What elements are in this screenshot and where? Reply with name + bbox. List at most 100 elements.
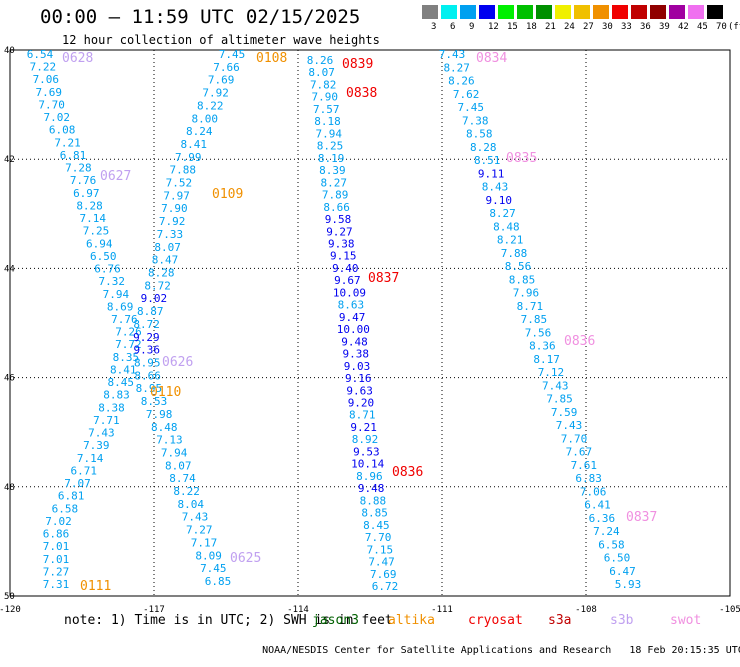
satellite-legend-altika: altika	[388, 613, 435, 628]
wave-height-value: 8.69	[107, 300, 134, 313]
wave-height-value: 7.70	[365, 531, 392, 544]
wave-height-value: 8.00	[191, 112, 218, 125]
scale-label-24: 24	[564, 22, 575, 32]
scale-swatch-70	[707, 5, 723, 19]
scale-swatch-18	[517, 5, 533, 19]
pass-time-label: 0108	[256, 51, 287, 66]
wave-height-value: 7.76	[111, 313, 138, 326]
wave-height-value: 6.50	[604, 552, 631, 565]
wave-height-value: 8.22	[197, 99, 224, 112]
lat-tick-label: 50	[4, 592, 15, 602]
lat-tick-label: 44	[4, 264, 15, 274]
wave-height-value: 8.17	[533, 353, 560, 366]
wave-height-value: 7.97	[163, 189, 190, 202]
wave-height-value: 7.12	[538, 366, 565, 379]
scale-swatch-12	[479, 5, 495, 19]
wave-height-value: 6.54	[27, 48, 54, 61]
wave-height-value: 7.72	[115, 338, 142, 351]
scale-swatch-30	[593, 5, 609, 19]
scale-label-15: 15	[507, 22, 518, 32]
wave-height-value: 8.27	[489, 207, 516, 220]
pass-time-label: 0626	[162, 355, 193, 370]
wave-height-value: 7.66	[213, 61, 240, 74]
wave-height-value: 9.10	[486, 194, 513, 207]
scale-label-30: 30	[602, 22, 613, 32]
wave-height-value: 6.85	[205, 575, 232, 588]
wave-height-value: 8.56	[505, 260, 532, 273]
wave-height-value: 8.38	[98, 401, 125, 414]
wave-height-value: 8.48	[493, 220, 520, 233]
scale-swatch-9	[460, 5, 476, 19]
wave-height-value: 8.27	[443, 61, 470, 74]
wave-height-value: 8.18	[314, 115, 341, 128]
scale-label-39: 39	[659, 22, 670, 32]
pass-time-label: 0628	[62, 51, 93, 66]
wave-height-value: 8.41	[110, 363, 137, 376]
wave-height-value: 7.94	[315, 127, 342, 140]
lon-tick-label: -111	[431, 605, 453, 615]
wave-height-value: 8.72	[144, 279, 171, 292]
wave-height-value: 10.09	[333, 286, 366, 299]
wave-height-value: 8.22	[173, 485, 200, 498]
wave-height-value: 7.82	[310, 78, 337, 91]
wave-height-value: 7.43	[182, 511, 209, 524]
satellite-legend-jason3: jason3	[312, 613, 359, 628]
wave-height-value: 8.87	[137, 305, 164, 318]
wave-height-value: 8.83	[103, 389, 130, 402]
scale-swatch-24	[555, 5, 571, 19]
scale-swatch-27	[574, 5, 590, 19]
wave-height-value: 7.47	[368, 556, 395, 569]
lat-tick-label: 40	[4, 46, 15, 56]
wave-height-value: 7.92	[202, 87, 229, 100]
wave-height-value: 7.27	[186, 524, 213, 537]
wave-height-value: 9.47	[339, 311, 366, 324]
wave-height-value: 7.89	[322, 189, 349, 202]
wave-height-value: 7.39	[83, 439, 110, 452]
wave-height-value: 8.07	[308, 66, 335, 79]
wave-height-value: 7.33	[157, 228, 184, 241]
wave-height-value: 6.81	[60, 149, 87, 162]
wave-height-value: 6.50	[90, 250, 117, 263]
wave-height-value: 8.71	[517, 300, 544, 313]
wave-height-value: 8.96	[356, 470, 383, 483]
wave-height-value: 7.22	[30, 61, 57, 74]
wave-height-value: 7.69	[35, 86, 62, 99]
wave-height-value: 8.88	[360, 494, 387, 507]
scale-label-18: 18	[526, 22, 537, 32]
scale-swatch-45	[688, 5, 704, 19]
wave-height-value: 9.40	[332, 262, 359, 275]
scale-swatch-21	[536, 5, 552, 19]
wave-height-value: 8.28	[76, 199, 103, 212]
pass-time-label: 0837	[626, 510, 657, 525]
wave-height-value: 7.45	[200, 562, 227, 575]
wave-height-value: 9.48	[358, 482, 385, 495]
pass-time-label: 0835	[506, 151, 537, 166]
pass-time-label: 0838	[346, 86, 377, 101]
wave-height-value: 8.41	[180, 138, 207, 151]
wave-height-value: 7.14	[77, 452, 104, 465]
wave-height-value: 8.45	[363, 519, 390, 532]
wave-height-value: 7.76	[70, 174, 97, 187]
wave-height-value: 7.98	[146, 408, 173, 421]
wave-height-value: 8.27	[320, 176, 347, 189]
wave-height-value: 7.28	[65, 162, 92, 175]
wave-height-value: 7.26	[115, 326, 142, 339]
wave-height-value: 6.47	[609, 565, 636, 578]
wave-height-value: 6.71	[71, 464, 98, 477]
wave-height-value: 9.58	[325, 213, 352, 226]
wave-height-value: 8.47	[152, 254, 179, 267]
scale-label-45: 45	[697, 22, 708, 32]
wave-height-value: 7.27	[43, 565, 70, 578]
wave-height-value: 8.24	[186, 125, 213, 138]
pass-time-label: 0110	[150, 385, 181, 400]
wave-height-value: 7.90	[161, 202, 188, 215]
wave-height-value: 9.53	[353, 445, 380, 458]
lon-tick-label: -114	[287, 605, 309, 615]
wave-height-value: 8.26	[448, 75, 475, 88]
wave-height-value: 9.16	[345, 372, 372, 385]
wave-height-value: 9.03	[344, 360, 371, 373]
scale-label-27: 27	[583, 22, 594, 32]
pass-time-label: 0109	[212, 187, 243, 202]
scale-label-36: 36	[640, 22, 651, 32]
wave-height-value: 7.25	[83, 225, 110, 238]
